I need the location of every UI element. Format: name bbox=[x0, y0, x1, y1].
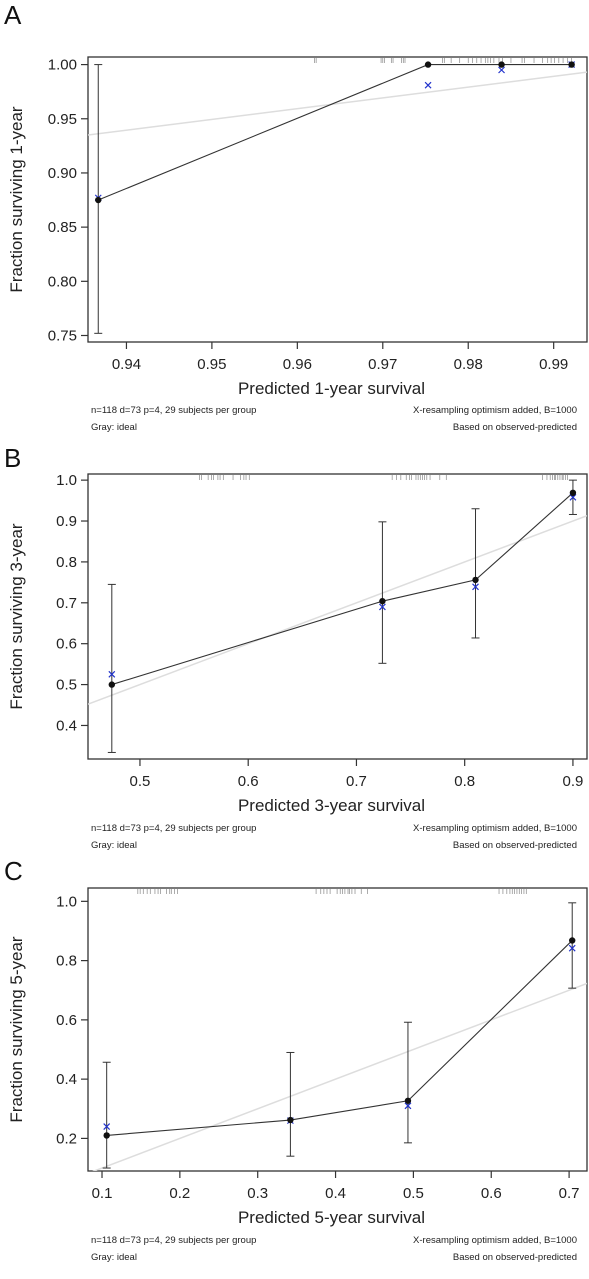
x-tick-label: 0.95 bbox=[197, 356, 226, 373]
panel-letter: A bbox=[4, 0, 22, 30]
y-tick-label: 0.85 bbox=[48, 219, 77, 236]
ideal-line bbox=[88, 515, 587, 705]
corrected-point bbox=[103, 1123, 111, 1130]
y-axis-title: Fraction surviving 1-year bbox=[7, 106, 26, 292]
observed-point bbox=[569, 937, 576, 944]
corrected-point bbox=[472, 583, 479, 591]
observed-predicted-note: Based on observed-predicted bbox=[452, 422, 577, 433]
x-tick-label: 0.6 bbox=[238, 773, 259, 790]
y-tick-label: 0.95 bbox=[48, 111, 77, 128]
observed-point bbox=[404, 1097, 412, 1104]
y-tick-label: 0.8 bbox=[56, 953, 77, 970]
x-tick-label: 0.7 bbox=[559, 1185, 580, 1202]
observed-point bbox=[287, 1116, 294, 1124]
y-axis-title: Fraction surviving 5-year bbox=[7, 936, 26, 1122]
y-tick-label: 0.6 bbox=[56, 636, 77, 653]
gray-ideal-note: Gray: ideal bbox=[91, 840, 137, 851]
y-tick-label: 0.75 bbox=[48, 327, 77, 344]
x-tick-label: 0.1 bbox=[92, 1185, 113, 1202]
y-tick-label: 1.0 bbox=[56, 893, 77, 910]
y-tick-label: 0.5 bbox=[56, 677, 77, 694]
x-tick-label: 0.2 bbox=[169, 1185, 190, 1202]
y-tick-label: 1.00 bbox=[48, 57, 77, 74]
x-tick-label: 0.4 bbox=[325, 1185, 346, 1202]
corrected-point bbox=[498, 66, 505, 74]
sample-info-note: n=118 d=73 p=4, 29 subjects per group bbox=[91, 1235, 257, 1246]
calibration-panel-c: C 0.1 0.2 0.3 0.4 0.5 0.6 0.7 0.2 0.4 0.6 0.8 1.0 Pr… bbox=[0, 856, 589, 1279]
observed-point bbox=[569, 489, 577, 497]
corrected-point bbox=[378, 603, 386, 611]
x-tick-label: 0.8 bbox=[454, 773, 475, 790]
plot-frame bbox=[87, 56, 588, 343]
calibration-plot-3-year: 0.5 0.6 0.7 0.8 0.9 0.4 0.5 0.6 0.7 0.8 0.9 1.0 Pred… bbox=[7, 472, 588, 815]
y-axis-title: Fraction surviving 3-year bbox=[7, 523, 26, 709]
x-tick-label: 0.97 bbox=[368, 356, 397, 373]
plot-frame bbox=[87, 887, 588, 1172]
y-tick-label: 0.8 bbox=[56, 554, 77, 571]
x-axis-title: Predicted 5-year survival bbox=[238, 1208, 425, 1227]
calibration-plot-1-year: 0.94 0.95 0.96 0.97 0.98 0.99 0.75 0.80 0.85 0.90… bbox=[7, 56, 588, 398]
plot-frame bbox=[87, 473, 588, 760]
observed-point bbox=[568, 61, 575, 68]
observed-line bbox=[111, 492, 574, 686]
observed-point bbox=[95, 196, 102, 204]
gray-ideal-note: Gray: ideal bbox=[91, 1252, 137, 1263]
observed-point bbox=[472, 576, 479, 584]
resampling-note: X-resampling optimism added, B=1000 bbox=[413, 405, 577, 416]
calibration-panel-b: B 0.5 0.6 0.7 0.8 0.9 0.4 0.5 0.6 0.7 0.8 0.9 1.0 Pr… bbox=[0, 443, 589, 866]
sample-info-note: n=118 d=73 p=4, 29 subjects per group bbox=[91, 823, 257, 834]
ideal-line bbox=[88, 71, 587, 136]
y-tick-label: 0.4 bbox=[56, 717, 77, 734]
corrected-point bbox=[108, 670, 116, 678]
x-tick-label: 0.3 bbox=[247, 1185, 268, 1202]
sample-info-note: n=118 d=73 p=4, 29 subjects per group bbox=[91, 405, 257, 416]
y-tick-label: 0.90 bbox=[48, 165, 77, 182]
x-tick-label: 0.7 bbox=[346, 773, 367, 790]
ideal-line bbox=[92, 982, 587, 1171]
y-tick-label: 0.9 bbox=[56, 513, 77, 530]
calibration-panel-a: A 0.94 0.95 0.96 0.97 0.98 0.99 0.75 0.80 0.85 0.… bbox=[0, 0, 589, 433]
panel-letter: B bbox=[4, 443, 22, 473]
panel-letter: C bbox=[4, 856, 23, 886]
y-tick-label: 0.2 bbox=[56, 1130, 77, 1147]
y-tick-label: 1.0 bbox=[56, 472, 77, 489]
observed-line bbox=[106, 940, 573, 1136]
resampling-note: X-resampling optimism added, B=1000 bbox=[413, 823, 577, 834]
x-tick-label: 0.5 bbox=[403, 1185, 424, 1202]
observed-point bbox=[498, 61, 505, 68]
observed-point bbox=[424, 61, 432, 68]
resampling-note: X-resampling optimism added, B=1000 bbox=[413, 1235, 577, 1246]
x-axis-title: Predicted 1-year survival bbox=[238, 379, 425, 398]
x-tick-label: 0.94 bbox=[112, 356, 141, 373]
x-tick-label: 0.5 bbox=[130, 773, 151, 790]
x-axis-title: Predicted 3-year survival bbox=[238, 796, 425, 815]
corrected-point bbox=[424, 81, 432, 89]
observed-point bbox=[379, 597, 386, 605]
x-tick-label: 0.99 bbox=[539, 356, 568, 373]
y-tick-label: 0.80 bbox=[48, 273, 77, 290]
x-tick-label: 0.6 bbox=[481, 1185, 502, 1202]
y-tick-label: 0.7 bbox=[56, 595, 77, 612]
y-tick-label: 0.4 bbox=[56, 1071, 77, 1088]
observed-line bbox=[98, 64, 572, 201]
corrected-point bbox=[404, 1102, 412, 1110]
observed-predicted-note: Based on observed-predicted bbox=[452, 1252, 577, 1263]
gray-ideal-note: Gray: ideal bbox=[91, 422, 137, 433]
x-tick-label: 0.96 bbox=[283, 356, 312, 373]
observed-predicted-note: Based on observed-predicted bbox=[452, 840, 577, 851]
y-tick-label: 0.6 bbox=[56, 1012, 77, 1029]
calibration-plot-5-year: 0.1 0.2 0.3 0.4 0.5 0.6 0.7 0.2 0.4 0.6 0.8 1.0 Pred… bbox=[7, 887, 588, 1227]
corrected-point bbox=[568, 944, 576, 952]
observed-point bbox=[103, 1132, 110, 1139]
x-tick-label: 0.98 bbox=[454, 356, 483, 373]
observed-point bbox=[108, 681, 116, 688]
x-tick-label: 0.9 bbox=[562, 773, 583, 790]
